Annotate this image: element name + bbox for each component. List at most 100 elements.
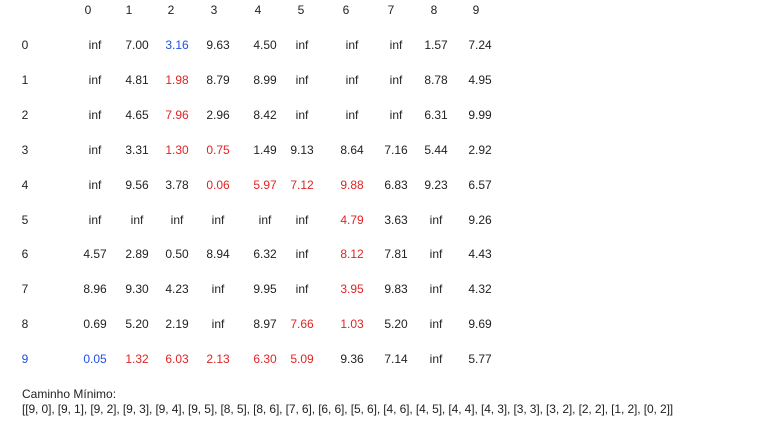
matrix-cell: 7.14 xyxy=(384,352,408,367)
matrix-cell: inf xyxy=(295,38,309,52)
matrix-cell: inf xyxy=(389,38,403,52)
matrix-cell: inf xyxy=(345,107,359,122)
matrix-cell: 1.98 xyxy=(165,72,189,87)
matrix-cell: 5.44 xyxy=(424,142,448,157)
row-label: 9 xyxy=(21,352,29,367)
matrix-cell: 7.00 xyxy=(125,38,149,52)
matrix-cell: 6.57 xyxy=(468,177,492,192)
matrix-cell: inf xyxy=(88,107,102,122)
matrix-cell: inf xyxy=(88,142,102,157)
matrix-cell: 5.97 xyxy=(253,177,277,192)
column-header: 6 xyxy=(342,3,350,17)
row-label: 8 xyxy=(21,317,29,332)
matrix-cell: 8.64 xyxy=(340,142,364,157)
matrix-cell: 9.30 xyxy=(125,282,149,297)
column-header: 1 xyxy=(125,3,133,17)
matrix-cell: 8.42 xyxy=(253,107,277,122)
matrix-cell: 5.77 xyxy=(468,352,492,367)
row-label: 4 xyxy=(21,177,29,192)
row-label: 1 xyxy=(21,72,29,87)
matrix-cell: inf xyxy=(170,212,184,227)
matrix-cell: inf xyxy=(389,72,403,87)
matrix-cell: inf xyxy=(429,212,443,227)
matrix-cell: 9.88 xyxy=(340,177,364,192)
row-label: 7 xyxy=(21,282,29,297)
matrix-cell: 7.66 xyxy=(290,317,314,332)
matrix-cell: 3.63 xyxy=(384,212,408,227)
row-label: 6 xyxy=(21,247,29,262)
matrix-cell: 5.20 xyxy=(125,317,149,332)
matrix-cell: 0.50 xyxy=(165,247,189,262)
matrix-cell: 6.31 xyxy=(424,107,448,122)
matrix-cell: 4.95 xyxy=(468,72,492,87)
matrix-cell: 0.06 xyxy=(206,177,230,192)
result-section: Caminho Mínimo: [[9, 0], [9, 1], [9, 2],… xyxy=(22,387,767,417)
matrix-cell: 0.69 xyxy=(83,317,107,332)
matrix-cell: 1.03 xyxy=(340,317,364,332)
matrix-cell: inf xyxy=(211,212,225,227)
matrix-cell: 7.81 xyxy=(384,247,408,262)
matrix-cell: inf xyxy=(130,212,144,227)
column-header: 8 xyxy=(430,3,438,17)
matrix-cell: inf xyxy=(295,282,309,297)
column-header: 3 xyxy=(210,3,218,17)
matrix-cell: 8.78 xyxy=(424,72,448,87)
matrix-cell: 1.32 xyxy=(125,352,149,367)
matrix-cell: 5.20 xyxy=(384,317,408,332)
matrix-cell: 1.57 xyxy=(424,38,448,52)
matrix-cell: 9.95 xyxy=(253,282,277,297)
matrix-cell: 1.30 xyxy=(165,142,189,157)
matrix-cell: 6.30 xyxy=(253,352,277,367)
matrix-cell: 9.99 xyxy=(468,107,492,122)
matrix-cell: 9.26 xyxy=(468,212,492,227)
matrix-cell: 4.81 xyxy=(125,72,149,87)
matrix-cell: 9.63 xyxy=(206,38,230,52)
matrix-cell: 2.89 xyxy=(125,247,149,262)
matrix-cell: inf xyxy=(88,72,102,87)
column-header: 0 xyxy=(84,3,92,17)
matrix-cell: 6.83 xyxy=(384,177,408,192)
matrix-cell: 9.69 xyxy=(468,317,492,332)
row-label: 2 xyxy=(21,107,29,122)
matrix-cell: 4.32 xyxy=(468,282,492,297)
matrix-cell: 2.96 xyxy=(206,107,230,122)
column-header: 5 xyxy=(297,3,305,17)
matrix-cell: 8.99 xyxy=(253,72,277,87)
matrix-cell: 8.94 xyxy=(206,247,230,262)
row-label: 0 xyxy=(21,38,29,52)
matrix-cell: 9.83 xyxy=(384,282,408,297)
matrix-cell: 9.23 xyxy=(424,177,448,192)
matrix-cell: 4.43 xyxy=(468,247,492,262)
matrix-cell: 8.12 xyxy=(340,247,364,262)
matrix-cell: inf xyxy=(295,212,309,227)
matrix-cell: 0.05 xyxy=(83,352,107,367)
distance-matrix-grid: 0 1 2 3 4 5 6 7 8 9 0 inf 7.00 3.16 9.63 4.50 inf inf inf 1… xyxy=(21,3,492,367)
matrix-cell: 4.23 xyxy=(165,282,189,297)
matrix-cell: inf xyxy=(88,38,102,52)
matrix-cell: inf xyxy=(258,212,272,227)
matrix-cell: 8.97 xyxy=(253,317,277,332)
matrix-cell: 3.16 xyxy=(165,38,189,52)
matrix-cell: 4.65 xyxy=(125,107,149,122)
matrix-cell: 5.09 xyxy=(290,352,314,367)
matrix-cell: inf xyxy=(429,282,443,297)
matrix-cell: 0.75 xyxy=(206,142,230,157)
matrix-cell: inf xyxy=(211,317,225,332)
matrix-cell: 3.31 xyxy=(125,142,149,157)
column-header: 4 xyxy=(254,3,262,17)
matrix-cell: 4.50 xyxy=(253,38,277,52)
matrix-cell: 4.57 xyxy=(83,247,107,262)
matrix-cell: 3.78 xyxy=(165,177,189,192)
matrix-cell: 9.36 xyxy=(340,352,364,367)
column-header: 9 xyxy=(472,3,480,17)
matrix-cell: inf xyxy=(295,247,309,262)
matrix-cell: inf xyxy=(389,107,403,122)
matrix-cell: inf xyxy=(429,352,443,367)
matrix-cell: 7.96 xyxy=(165,107,189,122)
matrix-cell: 8.96 xyxy=(83,282,107,297)
matrix-cell: 9.56 xyxy=(125,177,149,192)
matrix-cell: 4.79 xyxy=(340,212,364,227)
matrix-cell: inf xyxy=(295,72,309,87)
matrix-cell: 6.03 xyxy=(165,352,189,367)
matrix-cell: inf xyxy=(295,107,309,122)
